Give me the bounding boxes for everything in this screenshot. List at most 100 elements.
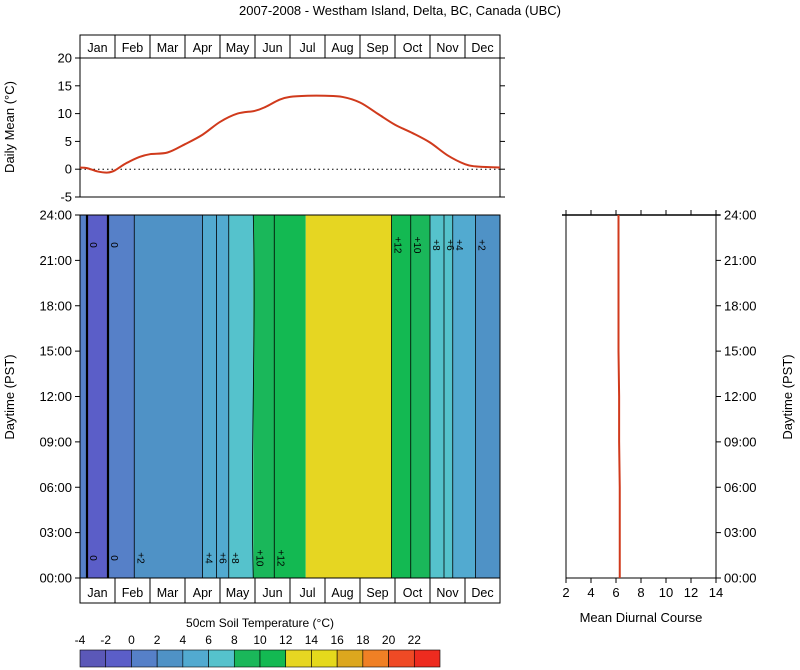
month-label-top: Aug bbox=[331, 41, 353, 55]
colorbar-swatch bbox=[388, 649, 415, 668]
colorbar-swatch bbox=[362, 649, 389, 668]
y-tick-label: 03:00 bbox=[724, 525, 757, 540]
colorbar-swatch bbox=[208, 649, 235, 668]
contour-label: +8 bbox=[229, 552, 240, 564]
colorbar-tick-label: -2 bbox=[100, 633, 111, 647]
month-label-bottom: Apr bbox=[193, 586, 212, 600]
colorbar-tick-label: 10 bbox=[253, 633, 267, 647]
y-tick-label: 24:00 bbox=[39, 208, 72, 223]
y-tick-label: 0 bbox=[65, 162, 72, 177]
chart-title: 2007-2008 - Westham Island, Delta, BC, C… bbox=[239, 3, 561, 18]
colorbar-swatch bbox=[259, 649, 287, 668]
contour-label: 0 bbox=[108, 242, 119, 248]
month-label-bottom: Mar bbox=[157, 586, 179, 600]
y-tick-label: 10 bbox=[58, 106, 72, 121]
month-label-bottom: Oct bbox=[403, 586, 423, 600]
contour-band bbox=[108, 215, 135, 578]
contour-band bbox=[228, 215, 254, 578]
colorbar-tick-label: 22 bbox=[408, 633, 422, 647]
y-tick-label: 15:00 bbox=[724, 344, 757, 359]
diurnal-ylabel: Daytime (PST) bbox=[780, 354, 795, 439]
x-tick-label: 10 bbox=[659, 585, 673, 600]
month-label-top: Apr bbox=[193, 41, 212, 55]
contour-band bbox=[410, 215, 430, 578]
colorbar-swatch bbox=[336, 649, 364, 668]
x-tick-label: 6 bbox=[612, 585, 619, 600]
contour-band bbox=[452, 215, 476, 578]
month-label-top: Feb bbox=[122, 41, 144, 55]
contour-band bbox=[475, 215, 500, 578]
colorbar-tick-label: 16 bbox=[330, 633, 344, 647]
contour-label: +10 bbox=[411, 237, 422, 254]
contour-label: +2 bbox=[134, 552, 145, 564]
y-tick-label: 12:00 bbox=[724, 389, 757, 404]
month-label-bottom: Jul bbox=[300, 586, 316, 600]
month-label-top: Nov bbox=[436, 41, 459, 55]
colorbar-swatch bbox=[105, 649, 132, 668]
colorbar-swatch bbox=[413, 649, 441, 668]
month-label-bottom: Jun bbox=[262, 586, 282, 600]
contour-band bbox=[134, 215, 203, 578]
y-tick-label: 06:00 bbox=[39, 480, 72, 495]
month-label-top: Mar bbox=[157, 41, 179, 55]
colorbar-label: 50cm Soil Temperature (°C) bbox=[186, 616, 334, 630]
daily-mean-panel: Jan Feb Mar Apr May Jun Jul Aug Sep Oct Nov Dec -5 0 5… bbox=[58, 34, 505, 205]
colorbar-tick-label: 14 bbox=[305, 633, 319, 647]
month-label-bottom: May bbox=[226, 586, 250, 600]
y-tick-label: 18:00 bbox=[39, 298, 72, 313]
y-tick-label: 09:00 bbox=[39, 434, 72, 449]
month-label-bottom: Aug bbox=[331, 586, 353, 600]
contour-label: +2 bbox=[476, 239, 487, 251]
colorbar-tick-label: 4 bbox=[180, 633, 187, 647]
colorbar-swatch bbox=[285, 649, 312, 668]
colorbar-swatch bbox=[182, 649, 209, 668]
colorbar-tick-label: 0 bbox=[128, 633, 135, 647]
daily-mean-ylabel: Daily Mean (°C) bbox=[2, 81, 17, 173]
month-label-bottom: Dec bbox=[471, 586, 493, 600]
contour-label: +12 bbox=[274, 550, 285, 567]
contour-label: +4 bbox=[203, 552, 214, 564]
y-tick-label: 00:00 bbox=[39, 571, 72, 586]
colorbar-swatch bbox=[79, 649, 107, 668]
y-tick-label: 15:00 bbox=[39, 344, 72, 359]
colorbar-swatch bbox=[156, 649, 184, 668]
y-tick-label: -5 bbox=[60, 190, 72, 205]
contour-label: +6 bbox=[217, 552, 228, 564]
month-label-top: Oct bbox=[403, 41, 423, 55]
colorbar-swatch bbox=[311, 649, 338, 668]
contour-band bbox=[253, 215, 275, 578]
diurnal-xlabel: Mean Diurnal Course bbox=[580, 610, 703, 625]
contour-label: +6 bbox=[444, 239, 455, 251]
contour-band bbox=[87, 215, 108, 578]
month-label-top: Jun bbox=[262, 41, 282, 55]
colorbar-tick-label: 2 bbox=[154, 633, 161, 647]
x-tick-label: 12 bbox=[684, 585, 698, 600]
x-tick-label: 14 bbox=[709, 585, 723, 600]
contour-band bbox=[274, 215, 306, 578]
y-tick-label: 03:00 bbox=[39, 525, 72, 540]
contour-band bbox=[305, 215, 392, 578]
y-tick-label: 06:00 bbox=[724, 480, 757, 495]
daily-mean-line bbox=[79, 94, 501, 174]
month-label-bottom: Nov bbox=[436, 586, 459, 600]
contour-label: +10 bbox=[253, 550, 264, 567]
contour-label: +4 bbox=[453, 239, 464, 251]
diurnal-line bbox=[617, 215, 621, 578]
x-tick-label: 2 bbox=[562, 585, 569, 600]
colorbar-swatch bbox=[131, 649, 158, 668]
contour-line bbox=[251, 214, 255, 579]
x-tick-label: 8 bbox=[637, 585, 644, 600]
y-tick-label: 5 bbox=[65, 134, 72, 149]
colorbar-swatch bbox=[233, 649, 261, 668]
colorbar-tick-label: 20 bbox=[382, 633, 396, 647]
contour-band bbox=[430, 215, 453, 578]
y-tick-label: 21:00 bbox=[724, 253, 757, 268]
contour-label: +8 bbox=[430, 239, 441, 251]
contour-label: 0 bbox=[87, 242, 98, 248]
y-tick-label: 09:00 bbox=[724, 434, 757, 449]
y-tick-label: 24:00 bbox=[724, 208, 757, 223]
y-tick-label: 21:00 bbox=[39, 253, 72, 268]
